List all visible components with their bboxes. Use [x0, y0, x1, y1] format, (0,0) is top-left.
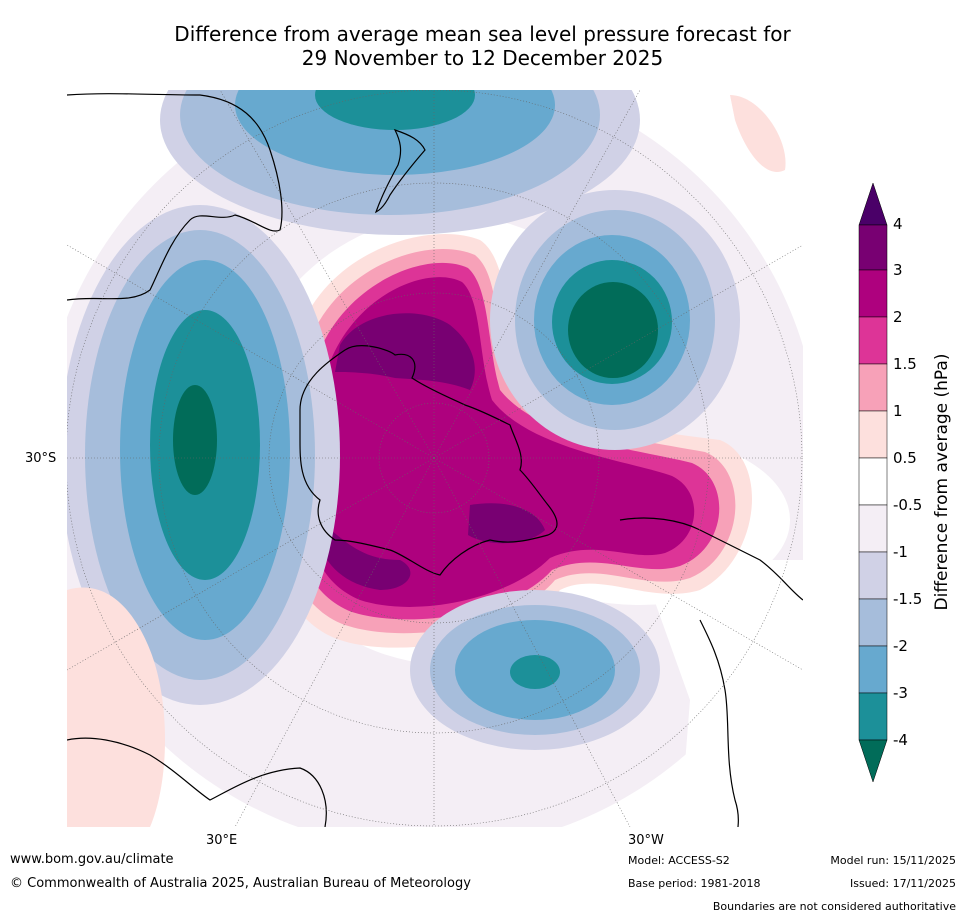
- forecast-map-page: { "title": { "line1": "Difference from a…: [0, 0, 965, 919]
- colorbar-under-arrow: [859, 740, 887, 782]
- lat-label-30s: 30°S: [25, 451, 56, 466]
- model-run-text: Model run: 15/11/2025: [830, 854, 956, 867]
- south-pacific-negative-anomaly: [490, 190, 740, 450]
- polar-map: [0, 0, 965, 919]
- disclaimer-text: Boundaries are not considered authoritat…: [713, 900, 956, 913]
- colorbar-bin: [859, 317, 887, 364]
- colorbar-tick: -0.5: [893, 498, 922, 513]
- lon-label-30e: 30°E: [206, 833, 237, 848]
- colorbar-bin: [859, 411, 887, 458]
- colorbar-bin: [859, 599, 887, 646]
- colorbar-tick: 4: [893, 217, 903, 232]
- colorbar-bin: [859, 552, 887, 599]
- model-text: Model: ACCESS-S2: [628, 854, 730, 867]
- colorbar-tick: 1.5: [893, 357, 917, 372]
- colorbar-tick: 3: [893, 263, 903, 278]
- colorbar-bin: [859, 693, 887, 740]
- colorbar-bin: [859, 270, 887, 317]
- colorbar-bin: [859, 225, 887, 270]
- issued-text: Issued: 17/11/2025: [850, 877, 956, 890]
- copyright-text: © Commonwealth of Australia 2025, Austra…: [10, 876, 471, 891]
- tasman-negative-anomaly: [160, 5, 640, 235]
- colorbar: [859, 183, 887, 782]
- colorbar-tick: -3: [893, 686, 908, 701]
- colorbar-tick: -1.5: [893, 592, 922, 607]
- south-atlantic-negative-anomaly: [410, 590, 660, 750]
- website-link[interactable]: www.bom.gov.au/climate: [10, 852, 174, 867]
- colorbar-tick: -2: [893, 639, 908, 654]
- colorbar-bin: [859, 458, 887, 505]
- colorbar-tick: -4: [893, 733, 908, 748]
- colorbar-tick: -1: [893, 545, 908, 560]
- colorbar-title: Difference from average (hPa): [932, 342, 952, 622]
- colorbar-bin: [859, 646, 887, 693]
- colorbar-tick: 0.5: [893, 451, 917, 466]
- colorbar-bin: [859, 364, 887, 411]
- base-period-text: Base period: 1981-2018: [628, 877, 760, 890]
- colorbar-over-arrow: [859, 183, 887, 225]
- colorbar-bin: [859, 505, 887, 552]
- colorbar-tick: 2: [893, 310, 903, 325]
- colorbar-tick: 1: [893, 404, 903, 419]
- lon-label-30w: 30°W: [628, 833, 664, 848]
